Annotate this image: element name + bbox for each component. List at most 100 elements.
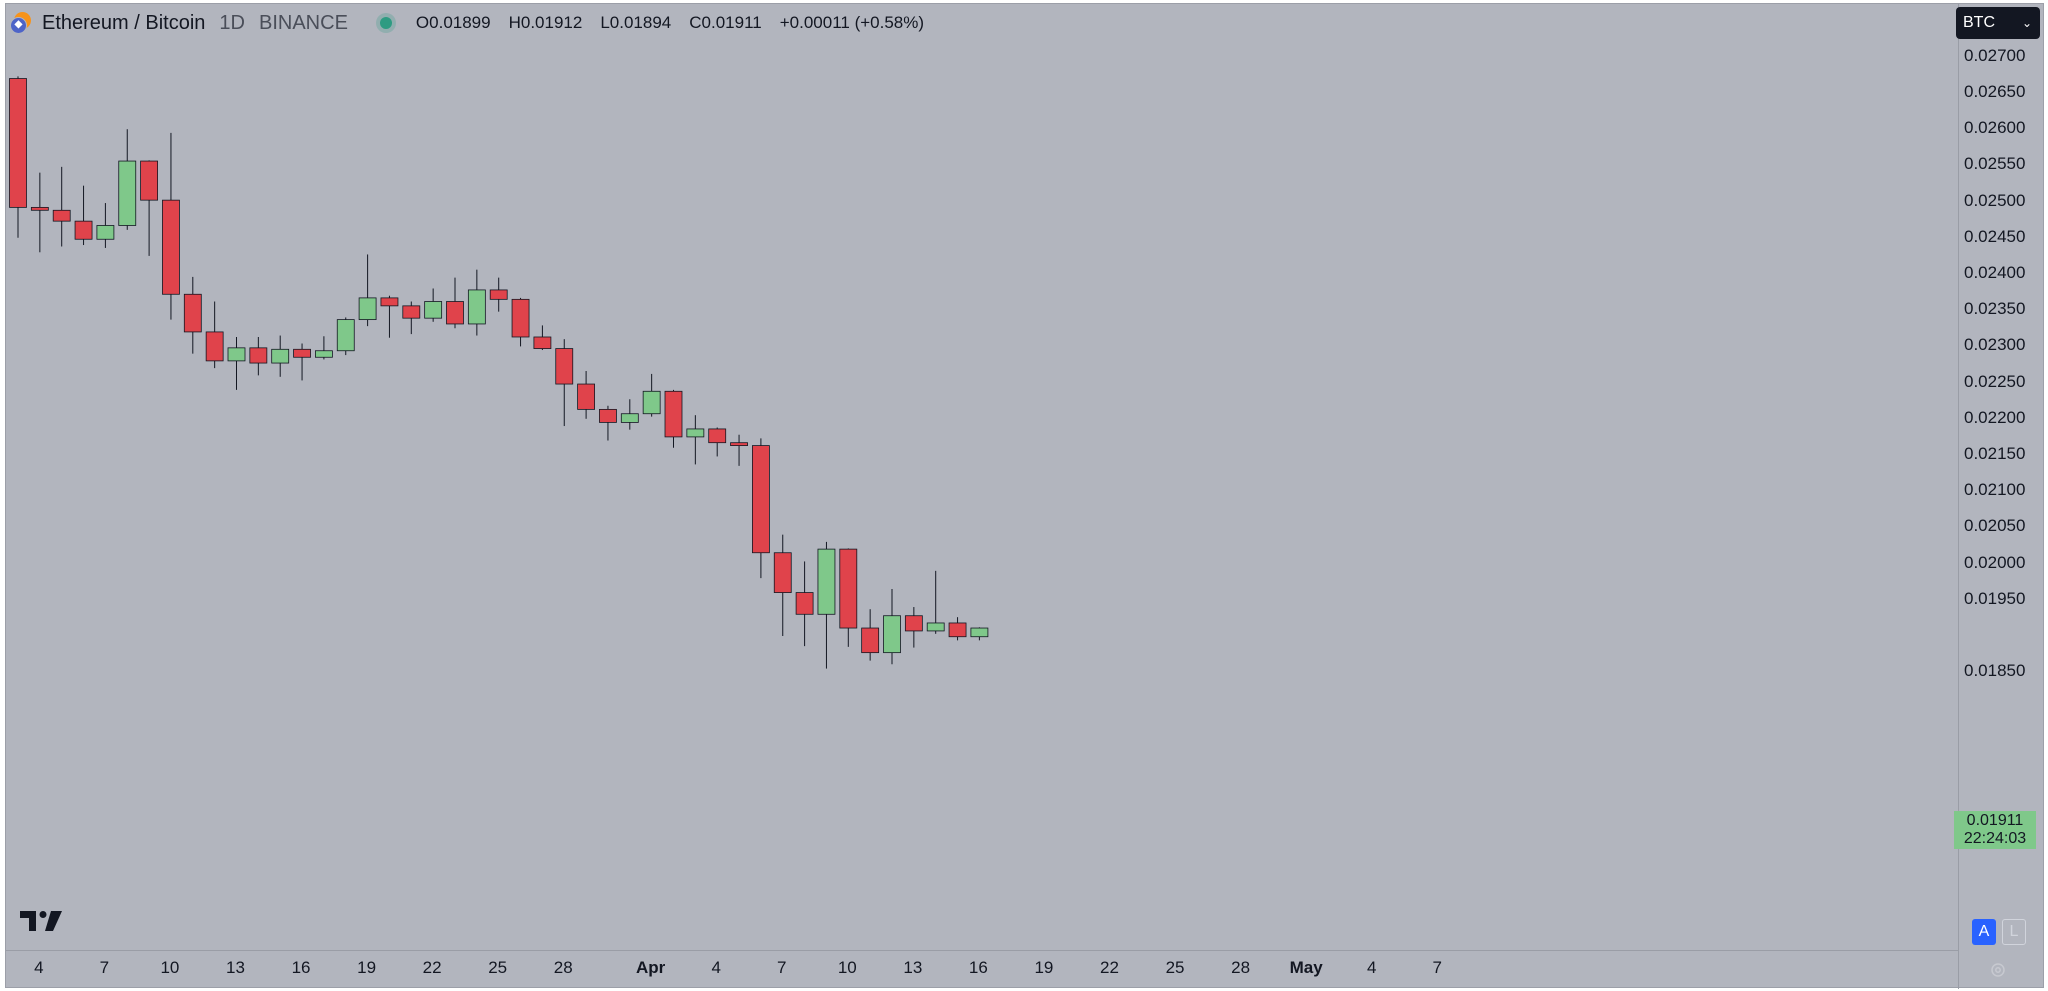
- time-tick-label: 19: [1034, 958, 1054, 977]
- candle-body-down: [9, 78, 27, 208]
- time-tick-label: 28: [553, 958, 573, 977]
- interval-label[interactable]: 1D: [219, 11, 245, 34]
- candle-body-down: [839, 548, 858, 629]
- candle: [686, 415, 705, 465]
- candle: [620, 399, 639, 430]
- candle-body-down: [140, 160, 159, 201]
- time-tick-label: 7: [777, 958, 787, 977]
- candle: [489, 277, 508, 312]
- candle: [795, 561, 814, 647]
- candle: [511, 297, 530, 347]
- time-tick-label: Apr: [636, 958, 666, 977]
- currency-select[interactable]: BTC ⌄: [1956, 7, 2040, 39]
- candle-body-up: [686, 428, 705, 438]
- price-tick-label: 0.01850: [1964, 661, 2026, 681]
- candle: [140, 160, 159, 256]
- price-tick-label: 0.02300: [1964, 335, 2026, 355]
- candle-body-up: [96, 225, 115, 240]
- bar-countdown: 22:24:03: [1963, 830, 2027, 847]
- price-tick-label: 0.02200: [1964, 407, 2026, 427]
- candle: [96, 203, 115, 248]
- price-tick-label: 0.02050: [1964, 516, 2026, 536]
- candle-body-down: [577, 383, 595, 410]
- time-tick-label: May: [1289, 958, 1323, 977]
- candle: [402, 301, 421, 335]
- candle: [883, 588, 901, 665]
- candle: [162, 132, 180, 320]
- eth-btc-pair-icon: ◆: [10, 12, 32, 34]
- candle-body-up: [467, 289, 486, 325]
- candle-body-down: [446, 301, 464, 325]
- exchange-label: BINANCE: [259, 11, 348, 34]
- candle-body-down: [533, 336, 552, 349]
- time-tick-label: 25: [488, 958, 508, 977]
- candle: [52, 166, 71, 247]
- time-tick-label: 13: [903, 958, 923, 977]
- candle: [249, 336, 268, 376]
- price-tick-label: 0.02400: [1964, 263, 2026, 282]
- candle: [773, 534, 792, 636]
- time-tick-label: 25: [1165, 958, 1185, 977]
- symbol-title[interactable]: Ethereum / Bitcoin: [42, 11, 206, 34]
- candle-body-up: [817, 548, 836, 615]
- candle-body-down: [74, 220, 93, 240]
- time-tick-label: 19: [357, 958, 377, 977]
- candle-body-down: [402, 305, 421, 319]
- time-tick-label: 10: [160, 958, 180, 977]
- candle-body-down: [773, 552, 792, 593]
- candle: [555, 339, 574, 427]
- candle-body-down: [162, 199, 180, 295]
- ohlc-close: C0.01911: [689, 13, 762, 32]
- gear-icon[interactable]: [1990, 962, 2006, 978]
- candle: [839, 548, 858, 647]
- time-tick-label: 7: [1432, 958, 1442, 977]
- price-tick-label: 0.01950: [1964, 588, 2026, 608]
- log-scale-button[interactable]: L: [2002, 919, 2026, 945]
- candle: [817, 541, 836, 669]
- candle-body-down: [30, 206, 49, 211]
- candle-body-up: [271, 348, 290, 364]
- candle-body-up: [642, 390, 661, 415]
- candle: [314, 336, 333, 360]
- candle-body-down: [904, 615, 923, 632]
- candle: [642, 373, 661, 417]
- candle-body-up: [336, 319, 355, 352]
- currency-value: BTC: [1963, 14, 1995, 31]
- auto-scale-button[interactable]: A: [1972, 919, 1996, 945]
- time-tick-label: 16: [291, 958, 311, 977]
- candle-body-up: [358, 297, 377, 321]
- candle: [752, 438, 770, 579]
- candle: [467, 269, 486, 336]
- candle-body-up: [314, 350, 333, 358]
- candle: [533, 325, 552, 351]
- price-tick-label: 0.02450: [1964, 226, 2026, 246]
- candle-body-up: [118, 160, 137, 226]
- candle: [708, 427, 727, 457]
- price-tick-label: 0.02250: [1964, 371, 2026, 391]
- price-tick-label: 0.02500: [1964, 190, 2026, 210]
- time-axis-divider: [6, 950, 1958, 951]
- time-tick-label: 4: [1366, 958, 1377, 977]
- candle: [730, 434, 748, 466]
- candlestick-chart[interactable]: [6, 4, 1958, 950]
- candle-body-down: [752, 445, 770, 554]
- price-tick-label: 0.02150: [1964, 444, 2026, 463]
- candle-body-up: [970, 627, 989, 638]
- candle-body-up: [883, 615, 901, 654]
- candle-body-down: [555, 348, 574, 385]
- candle-body-down: [183, 293, 202, 333]
- ohlc-change: +0.00011 (+0.58%): [779, 13, 925, 32]
- candle: [74, 185, 93, 246]
- candle: [30, 172, 49, 253]
- time-tick-label: 13: [226, 958, 245, 977]
- candle-body-down: [52, 209, 71, 222]
- candle: [904, 607, 923, 648]
- tradingview-logo[interactable]: [20, 911, 62, 931]
- candle: [9, 76, 27, 238]
- candle-body-down: [795, 592, 814, 615]
- candle: [227, 336, 246, 390]
- candle: [271, 335, 290, 377]
- time-tick-label: 4: [711, 958, 721, 977]
- candle: [358, 254, 377, 327]
- price-tick-label: 0.02100: [1964, 480, 2026, 500]
